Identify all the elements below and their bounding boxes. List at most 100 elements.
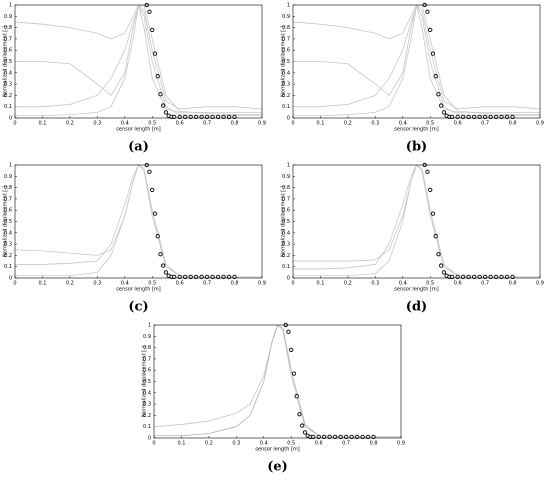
data-point <box>425 9 430 14</box>
x-tick-label: 0.7 <box>481 281 489 287</box>
y-tick-label: 0.4 <box>282 230 290 236</box>
x-tick-label: 0.1 <box>316 281 324 287</box>
curve <box>153 324 401 438</box>
data-point <box>286 329 291 334</box>
y-tick-label: 0.1 <box>282 264 290 270</box>
curve <box>15 3 262 117</box>
y-tick-label: 0.2 <box>282 93 290 99</box>
y-tick-label: 0.1 <box>4 104 12 110</box>
y-tick-label: 1 <box>287 163 290 169</box>
x-tick-label: 0.4 <box>399 281 407 287</box>
panel-label: (a) <box>128 140 149 155</box>
y-tick-label: 0.3 <box>143 402 151 408</box>
x-tick-label: 0.8 <box>231 281 239 287</box>
x-tick-label: 0.6 <box>315 441 323 447</box>
y-tick-label: 0.5 <box>4 59 12 65</box>
data-point <box>155 234 160 239</box>
y-axis-label: Normalized displacement [-] <box>142 346 148 417</box>
x-tick-label: 0.2 <box>66 281 74 287</box>
x-tick-label: 0.5 <box>148 281 156 287</box>
data-point <box>147 169 152 174</box>
data-point <box>147 9 152 14</box>
y-tick-label: 0 <box>287 276 290 282</box>
y-tick-label: 1 <box>9 3 12 9</box>
panel: 0 0.1 0.2 0.3 0.4 0.5 0.6 0.7 0.8 0.9 1 0 0.1 0.2 0.3 0… <box>281 163 544 315</box>
data-point <box>300 423 305 428</box>
x-tick-label: 0.4 <box>260 441 268 447</box>
data-point <box>425 169 430 174</box>
x-tick-label: 0.7 <box>203 281 211 287</box>
y-axis-label: Normalized displacement [-] <box>3 26 9 97</box>
x-axis-label: sensor length [m] <box>116 287 161 293</box>
data-point <box>297 412 302 417</box>
y-tick-label: 0.9 <box>4 174 12 180</box>
x-tick-label: 0.2 <box>344 121 352 127</box>
x-tick-label: 0.8 <box>231 121 239 127</box>
y-tick-label: 0.8 <box>282 185 290 191</box>
curve <box>292 3 540 113</box>
y-tick-label: 0.3 <box>282 82 290 88</box>
x-tick-label: 0.5 <box>148 121 156 127</box>
data-point <box>161 263 166 268</box>
x-tick-label: 0.3 <box>371 121 379 127</box>
y-tick-label: 0.6 <box>282 48 290 54</box>
x-tick-label: 0.9 <box>258 121 266 127</box>
data-point <box>155 74 160 79</box>
y-tick-label: 0.8 <box>282 25 290 31</box>
curve <box>14 164 262 278</box>
data-point <box>428 187 433 193</box>
x-tick-label: 0.9 <box>258 281 266 287</box>
x-tick-label: 0.6 <box>176 281 184 287</box>
y-tick-label: 0.5 <box>143 379 151 385</box>
data-point <box>289 347 294 353</box>
y-tick-label: 0.3 <box>282 242 290 248</box>
data-point <box>161 103 166 108</box>
y-tick-label: 0 <box>148 436 151 442</box>
y-tick-label: 0.7 <box>143 356 151 362</box>
panel-label: (c) <box>128 300 148 315</box>
data-point <box>441 110 447 115</box>
x-tick-label: 0.5 <box>426 281 434 287</box>
panel-label: (b) <box>406 140 427 155</box>
y-tick-label: 0.9 <box>143 334 151 340</box>
curve <box>293 3 540 117</box>
plot-frame <box>14 164 263 279</box>
curve <box>293 4 540 116</box>
y-tick-label: 0.6 <box>282 208 290 214</box>
data-point <box>441 270 447 275</box>
x-tick-label: 0 <box>291 121 294 127</box>
x-tick-label: 0.7 <box>342 441 350 447</box>
plot-frame <box>292 164 541 279</box>
data-point <box>428 27 433 33</box>
y-tick-label: 0.9 <box>282 14 290 20</box>
panel: 0 0.1 0.2 0.3 0.4 0.5 0.6 0.7 0.8 0.9 1 0 0.1 0.2 0.3 0… <box>3 163 266 315</box>
y-tick-label: 0.2 <box>4 93 12 99</box>
data-point <box>436 92 441 97</box>
x-axis-label: sensor length [m] <box>394 287 439 293</box>
data-point <box>163 110 169 115</box>
y-tick-label: 0.5 <box>4 219 12 225</box>
x-tick-label: 0 <box>291 281 294 287</box>
y-tick-label: 0.4 <box>143 390 151 396</box>
curve <box>15 164 262 278</box>
y-tick-label: 0.6 <box>4 48 12 54</box>
data-point <box>158 252 163 257</box>
x-tick-label: 0.1 <box>177 441 185 447</box>
x-tick-label: 0.3 <box>232 441 240 447</box>
data-point <box>433 74 438 79</box>
x-tick-label: 0.3 <box>93 281 101 287</box>
x-axis-label: sensor length [m] <box>394 127 439 133</box>
y-tick-label: 0.5 <box>282 219 290 225</box>
curve <box>14 3 262 113</box>
y-tick-label: 0.6 <box>4 208 12 214</box>
x-tick-label: 0.2 <box>205 441 213 447</box>
y-tick-label: 0.8 <box>4 185 12 191</box>
data-point <box>302 430 308 435</box>
y-tick-label: 1 <box>9 163 12 169</box>
data-point <box>152 51 158 56</box>
curve <box>293 4 541 110</box>
data-point <box>150 27 155 33</box>
x-tick-label: 0.2 <box>66 121 74 127</box>
curve <box>15 4 263 110</box>
